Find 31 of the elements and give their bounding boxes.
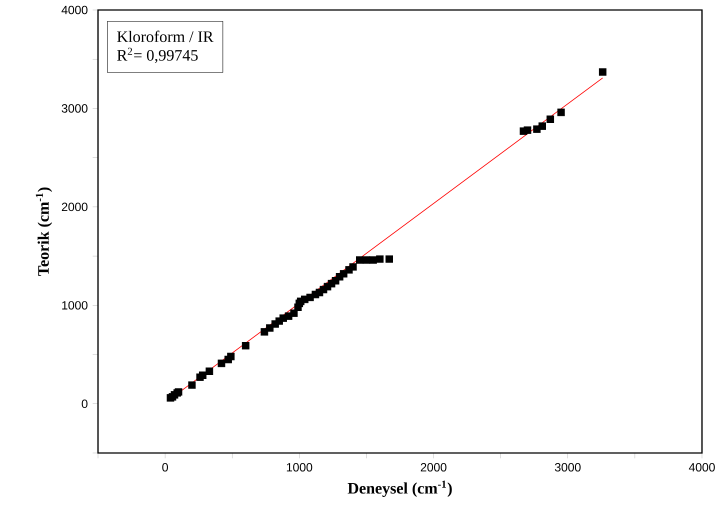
point [206,368,214,376]
x-axis-title: Deneysel (cm$^{-1}$) [348,480,452,497]
x-tick-label: 4000 [688,463,715,472]
x-tick-label: 1000 [286,463,312,472]
point [546,116,554,123]
y-tick-label: 1000 [62,301,88,310]
point [218,360,226,368]
point [524,126,532,134]
point [242,342,250,350]
point [598,68,606,76]
y-tick-label: 4000 [62,6,88,14]
x-tick-label: 0 [162,463,168,472]
y-tick-label: 2000 [62,202,88,212]
point [188,381,196,389]
point [227,352,235,360]
point [349,263,357,271]
point [557,108,565,116]
x-tick-label: 3000 [554,463,581,472]
point [386,255,393,263]
y-tick-label: 3000 [62,104,88,113]
point [198,371,206,379]
y-tick-label: 0 [82,400,88,408]
annotation: R$^{2}$= 0,99745 [117,48,198,64]
point [356,256,364,264]
x-tick-label: 2000 [420,463,446,472]
point [362,256,370,264]
point [376,255,384,263]
annotation: Kloroform / IR [117,30,214,42]
y-axis-title: Teorik (cm$^{-1}$) [36,188,52,276]
point [369,256,377,264]
point [538,122,546,130]
